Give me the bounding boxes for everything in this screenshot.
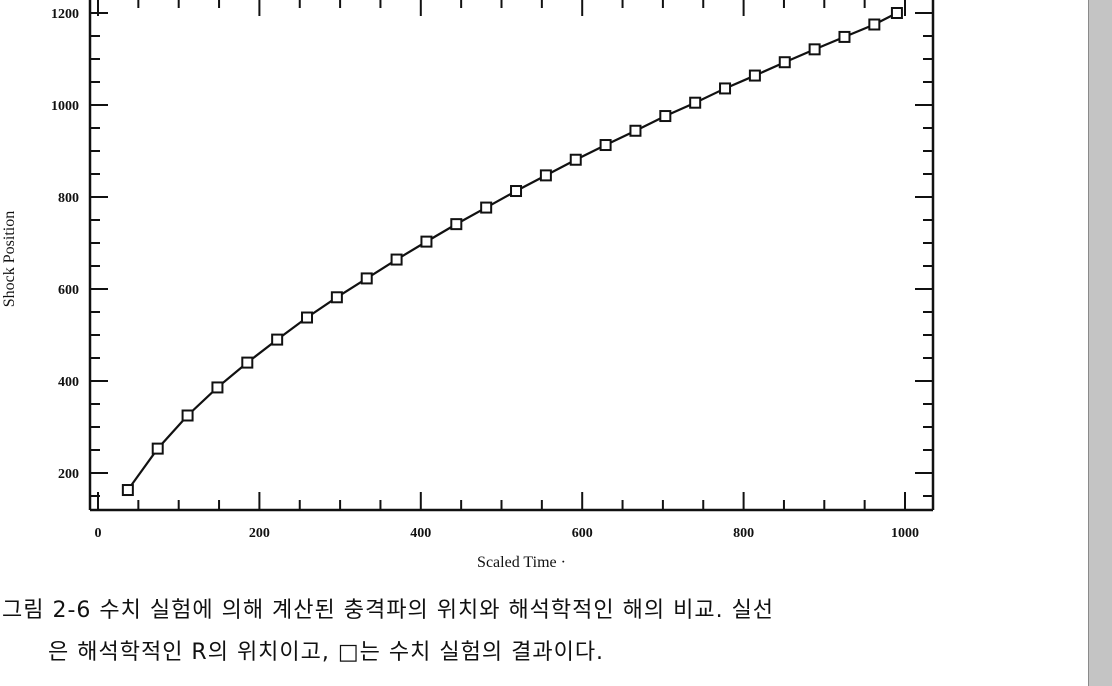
data-point (569, 153, 582, 166)
data-point (748, 69, 761, 82)
data-point (510, 185, 523, 198)
data-point (778, 56, 791, 69)
x-tick-label: 1000 (891, 526, 919, 541)
data-point (450, 218, 463, 231)
x-tick-label: 400 (410, 526, 431, 541)
data-point (838, 30, 851, 43)
data-point (330, 291, 343, 304)
data-point (890, 7, 903, 19)
y-tick-label: 1200 (51, 7, 79, 22)
series-line (126, 12, 898, 491)
caption-line-1: 그림 2-6 수치 실험에 의해 계산된 충격파의 위치와 해석학적인 해의 비… (2, 598, 775, 623)
data-point (360, 272, 373, 285)
y-tick-label: 600 (58, 283, 79, 298)
data-point (808, 43, 821, 56)
data-point (539, 169, 552, 182)
data-point (241, 356, 254, 369)
data-point (719, 82, 732, 95)
data-point (121, 484, 134, 497)
x-tick-label: 200 (249, 526, 270, 541)
x-axis-label: Scaled Time · (477, 554, 566, 571)
x-tick-label: 0 (95, 526, 102, 541)
data-point (599, 139, 612, 152)
y-axis-label: Shock Position (1, 211, 18, 307)
data-point (301, 311, 314, 324)
x-tick-label: 600 (572, 526, 593, 541)
data-point (868, 18, 881, 31)
shock-position-chart: 0 200 400 600 800 1000 200 400 600 800 1000 1200 Sca… (1, 0, 935, 571)
chart-labels: 0 200 400 600 800 1000 200 400 600 800 1000 1200 Sca… (1, 7, 919, 571)
data-point (659, 110, 672, 123)
figure-caption: 그림 2-6 수치 실험에 의해 계산된 충격파의 위치와 해석학적인 해의 비… (2, 590, 1062, 674)
data-point (151, 442, 164, 455)
data-point (689, 96, 702, 109)
data-point (420, 235, 433, 248)
data-point (271, 333, 284, 346)
y-tick-label: 800 (58, 191, 79, 206)
data-point (629, 124, 642, 137)
chart-series (121, 7, 903, 497)
data-point (480, 201, 493, 214)
caption-line-2: 은 해석학적인 R의 위치이고, □는 수치 실험의 결과이다. (48, 640, 605, 665)
y-tick-label: 200 (58, 467, 79, 482)
y-tick-label: 400 (58, 375, 79, 390)
data-point (211, 381, 224, 394)
x-tick-label: 800 (733, 526, 754, 541)
page-edge-bar (1088, 0, 1112, 686)
data-point (181, 409, 194, 422)
data-point (390, 253, 403, 266)
y-tick-label: 1000 (51, 99, 79, 114)
chart-axes (88, 0, 935, 512)
